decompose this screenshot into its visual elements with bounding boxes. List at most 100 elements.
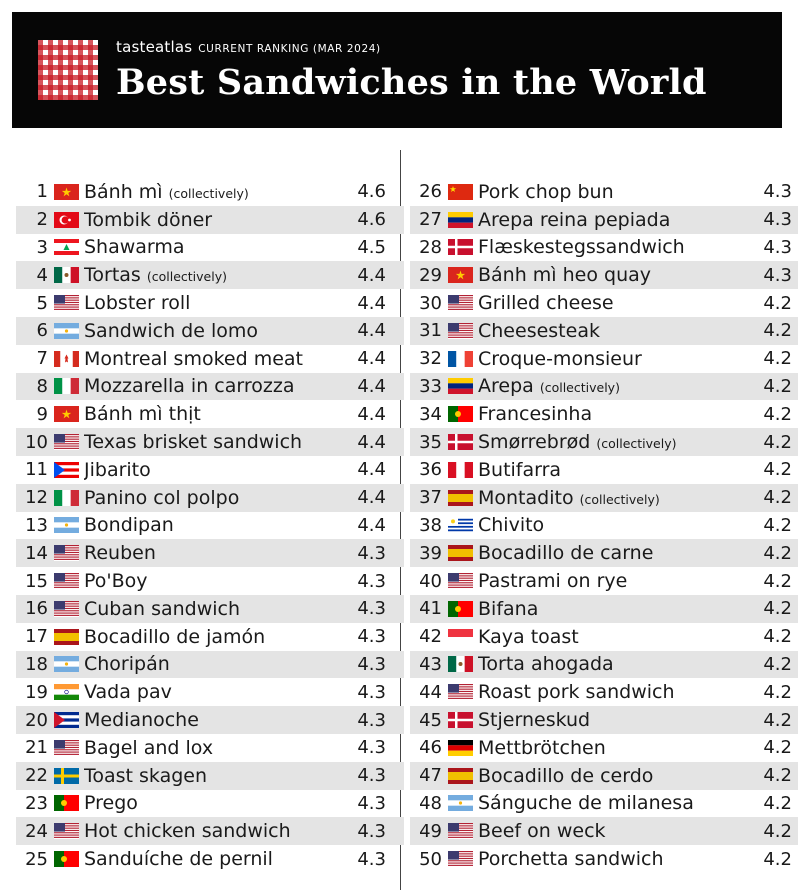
ranking-row: 3 Shawarma 4.5 xyxy=(16,234,404,262)
ranking-row: 28 Flæskestegssandwich 4.3 xyxy=(410,234,798,262)
sandwich-name-text: Po'Boy xyxy=(84,570,148,593)
rank-number: 21 xyxy=(25,737,48,759)
rank-number: 43 xyxy=(419,653,442,675)
sandwich-name-text: Beef on weck xyxy=(478,820,606,843)
sandwich-name-text: Smørrebrød xyxy=(478,431,591,454)
usa-flag-icon xyxy=(54,434,79,451)
sandwich-name-text: Montreal smoked meat xyxy=(84,347,303,370)
sandwich-name: Choripán xyxy=(84,653,354,675)
ranking-row: 14 Reuben 4.3 xyxy=(16,539,404,568)
rank-number: 48 xyxy=(419,792,442,814)
denmark-flag-icon xyxy=(448,712,473,729)
rating-value: 4.2 xyxy=(763,681,792,703)
puerto-rico-flag-icon xyxy=(54,461,79,478)
ranking-row: 19 Vada pav 4.3 xyxy=(16,678,404,706)
denmark-flag-icon xyxy=(448,434,473,451)
rank-number: 1 xyxy=(36,181,48,203)
sandwich-name: Porchetta sandwich xyxy=(478,848,748,870)
ranking-row: 20 Medianoche 4.3 xyxy=(16,706,404,734)
ranking-column-left: 1 Bánh mì (collectively) 4.6 2 Tombik döner 4… xyxy=(16,178,404,873)
rating-value: 4.2 xyxy=(763,320,792,342)
sandwich-name-text: Vada pav xyxy=(84,681,172,704)
denmark-flag-icon xyxy=(448,239,473,256)
sandwich-name-text: Bocadillo de cerdo xyxy=(478,764,654,787)
rating-value: 4.2 xyxy=(763,653,792,675)
rank-number: 27 xyxy=(419,209,442,231)
rating-value: 4.4 xyxy=(357,431,386,453)
sandwich-name: Mettbrötchen xyxy=(478,737,748,759)
rating-value: 4.4 xyxy=(357,292,386,314)
rank-number: 41 xyxy=(419,598,442,620)
usa-flag-icon xyxy=(54,739,79,756)
rank-number: 44 xyxy=(419,681,442,703)
ranking-row: 38 Chivito 4.2 xyxy=(410,512,798,540)
rank-number: 6 xyxy=(36,320,48,342)
argentina-flag-icon xyxy=(448,795,473,812)
sandwich-name: Pastrami on rye xyxy=(478,570,748,592)
rating-value: 4.3 xyxy=(763,264,792,286)
rating-value: 4.3 xyxy=(357,848,386,870)
sandwich-name: Sandwich de lomo xyxy=(84,320,354,342)
rating-value: 4.3 xyxy=(357,681,386,703)
rank-number: 23 xyxy=(25,792,48,814)
rating-value: 4.3 xyxy=(357,598,386,620)
rating-value: 4.2 xyxy=(763,403,792,425)
rating-value: 4.2 xyxy=(763,375,792,397)
sandwich-name-text: Mozzarella in carrozza xyxy=(84,375,295,398)
rank-number: 29 xyxy=(419,264,442,286)
germany-flag-icon xyxy=(448,739,473,756)
rating-value: 4.2 xyxy=(763,848,792,870)
rating-value: 4.2 xyxy=(763,431,792,453)
rating-value: 4.4 xyxy=(357,487,386,509)
sandwich-name-text: Butifarra xyxy=(478,458,562,481)
rank-number: 31 xyxy=(419,320,442,342)
rank-number: 28 xyxy=(419,236,442,258)
ranking-column-right: 26 Pork chop bun 4.3 27 Arepa reina pepiada 4… xyxy=(410,178,798,873)
ranking-row: 32 Croque-monsieur 4.2 xyxy=(410,345,798,373)
collectively-note: (collectively) xyxy=(579,491,660,507)
usa-flag-icon xyxy=(54,545,79,562)
brand-line: tasteatlas CURRENT RANKING (MAR 2024) xyxy=(116,38,381,56)
sandwich-name: Montadito (collectively) xyxy=(478,487,748,509)
sandwich-name: Croque-monsieur xyxy=(478,348,748,370)
sandwich-name: Shawarma xyxy=(84,236,354,258)
sandwich-name: Po'Boy xyxy=(84,570,354,592)
sandwich-name: Butifarra xyxy=(478,459,748,481)
rank-number: 5 xyxy=(36,292,48,314)
rank-number: 13 xyxy=(25,514,48,536)
rank-number: 50 xyxy=(419,848,442,870)
rank-number: 45 xyxy=(419,709,442,731)
sandwich-name-text: Mettbrötchen xyxy=(478,736,606,759)
sandwich-name-text: Bifana xyxy=(478,597,539,620)
rank-number: 3 xyxy=(36,236,48,258)
rating-value: 4.3 xyxy=(357,653,386,675)
sandwich-name: Bocadillo de carne xyxy=(478,542,748,564)
sandwich-name: Bánh mì (collectively) xyxy=(84,181,354,203)
rank-number: 32 xyxy=(419,348,442,370)
rank-number: 30 xyxy=(419,292,442,314)
sandwich-name-text: Croque-monsieur xyxy=(478,347,642,370)
usa-flag-icon xyxy=(54,295,79,312)
rank-number: 24 xyxy=(25,820,48,842)
sandwich-name: Texas brisket sandwich xyxy=(84,431,354,453)
rating-value: 4.3 xyxy=(357,820,386,842)
rank-number: 37 xyxy=(419,487,442,509)
france-flag-icon xyxy=(448,350,473,367)
rank-number: 4 xyxy=(36,264,48,286)
ranking-row: 36 Butifarra 4.2 xyxy=(410,456,798,484)
rank-number: 46 xyxy=(419,737,442,759)
sandwich-name-text: Flæskestegssandwich xyxy=(478,236,685,259)
sandwich-name: Medianoche xyxy=(84,709,354,731)
sandwich-name-text: Panino col polpo xyxy=(84,486,240,509)
spain-flag-icon xyxy=(448,767,473,784)
rank-number: 22 xyxy=(25,765,48,787)
rating-value: 4.3 xyxy=(357,765,386,787)
ranking-row: 40 Pastrami on rye 4.2 xyxy=(410,567,798,595)
ranking-row: 42 Kaya toast 4.2 xyxy=(410,623,798,651)
sandwich-name: Pork chop bun xyxy=(478,181,748,203)
sandwich-name: Beef on weck xyxy=(478,820,748,842)
rating-value: 4.2 xyxy=(763,487,792,509)
sandwich-name: Reuben xyxy=(84,542,354,564)
sandwich-name-text: Choripán xyxy=(84,653,170,676)
rank-number: 25 xyxy=(25,848,48,870)
